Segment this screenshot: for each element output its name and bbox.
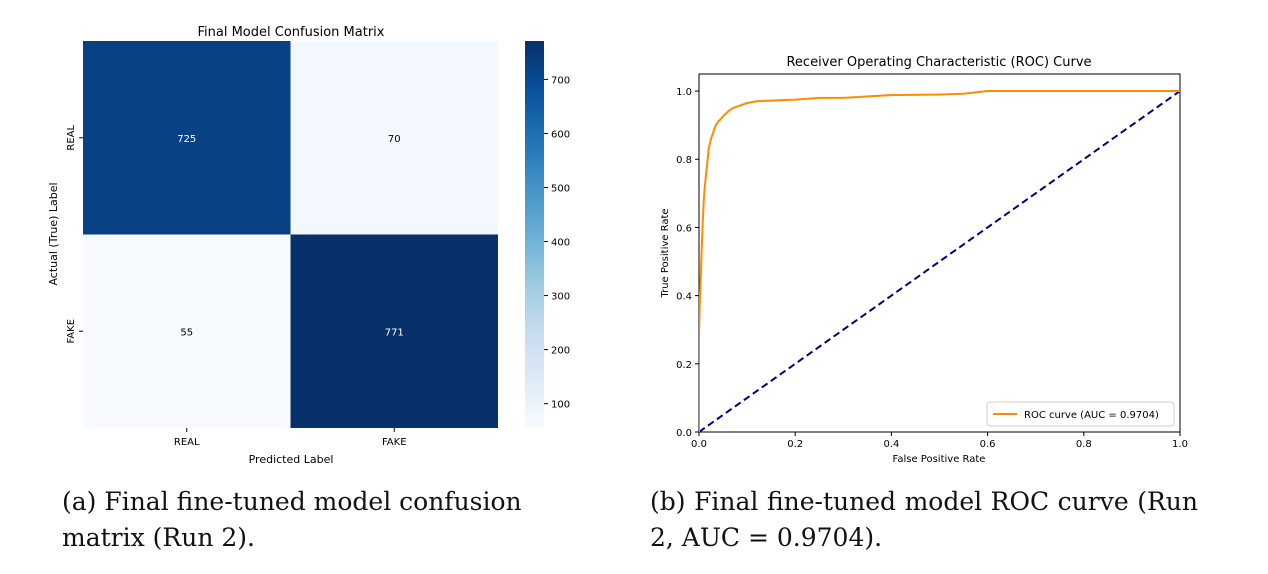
caption-a: (a) Final fine-tuned model confusion mat… — [62, 487, 522, 552]
roc-chance-line — [699, 90, 1180, 432]
roc-x-tick-label: 0.4 — [883, 439, 899, 450]
cm-y-tick-label: FAKE — [66, 319, 77, 344]
cm-cells: 725 70 55 771 — [83, 41, 498, 428]
roc-x-ticks: 0.0 0.2 0.4 0.6 0.8 1.0 — [691, 432, 1188, 450]
cm-y-label: Actual (True) Label — [47, 182, 60, 285]
colorbar-gradient — [525, 41, 544, 428]
cm-cell-value: 70 — [388, 134, 401, 145]
roc-lines — [699, 90, 1180, 432]
roc-y-tick-label: 0.0 — [676, 428, 692, 439]
legend-box — [986, 401, 1175, 427]
cm-x-label: Predicted Label — [249, 453, 334, 466]
cm-x-tick-label: REAL — [174, 437, 200, 448]
roc-x-tick-label: 0.8 — [1076, 439, 1092, 450]
cm-x-tick-label: FAKE — [382, 437, 407, 448]
roc-chart: Receiver Operating Characteristic (ROC) … — [660, 55, 1188, 465]
cm-x-ticks: REAL FAKE — [174, 428, 407, 448]
colorbar-tick-label: 700 — [551, 75, 570, 86]
roc-curve-line — [699, 90, 1180, 432]
roc-x-tick-label: 0.6 — [980, 439, 996, 450]
cm-title: Final Model Confusion Matrix — [198, 25, 385, 40]
cm-cell-value: 771 — [385, 327, 404, 338]
roc-y-tick-label: 1.0 — [676, 87, 692, 98]
colorbar-ticks: 100 200 300 400 500 600 700 — [544, 75, 570, 411]
roc-y-ticks: 0.0 0.2 0.4 0.6 0.8 1.0 — [676, 87, 699, 439]
cm-cell — [83, 234, 291, 428]
caption-b: (b) Final fine-tuned model ROC curve (Ru… — [650, 487, 1198, 552]
cm-cell-value: 725 — [177, 134, 196, 145]
colorbar-tick-label: 400 — [551, 238, 570, 249]
colorbar-tick-label: 100 — [551, 400, 570, 411]
roc-x-tick-label: 0.0 — [691, 439, 707, 450]
cm-cell — [290, 41, 498, 235]
roc-y-tick-label: 0.4 — [676, 292, 692, 303]
colorbar-tick-label: 600 — [551, 129, 570, 140]
cm-cell — [83, 41, 291, 235]
cm-y-tick-label: REAL — [66, 124, 77, 150]
roc-x-tick-label: 1.0 — [1172, 439, 1188, 450]
roc-y-tick-label: 0.6 — [676, 223, 692, 234]
cm-cell — [290, 234, 498, 428]
roc-legend: ROC curve (AUC = 0.9704) — [986, 401, 1175, 427]
cm-cell-value: 55 — [180, 327, 193, 338]
roc-y-label: True Positive Rate — [660, 208, 671, 298]
roc-title: Receiver Operating Characteristic (ROC) … — [786, 55, 1091, 70]
colorbar-tick-label: 300 — [551, 292, 570, 303]
roc-y-tick-label: 0.2 — [676, 360, 692, 371]
roc-y-tick-label: 0.8 — [676, 155, 692, 166]
roc-x-label: False Positive Rate — [893, 454, 986, 465]
cm-y-ticks: REAL FAKE — [66, 124, 83, 344]
colorbar-tick-label: 500 — [551, 183, 570, 194]
roc-x-tick-label: 0.2 — [787, 439, 803, 450]
colorbar: 100 200 300 400 500 600 700 — [525, 41, 570, 428]
legend-label-roc: ROC curve (AUC = 0.9704) — [1024, 410, 1159, 421]
colorbar-tick-label: 200 — [551, 346, 570, 357]
roc-plot-frame — [698, 73, 1181, 433]
